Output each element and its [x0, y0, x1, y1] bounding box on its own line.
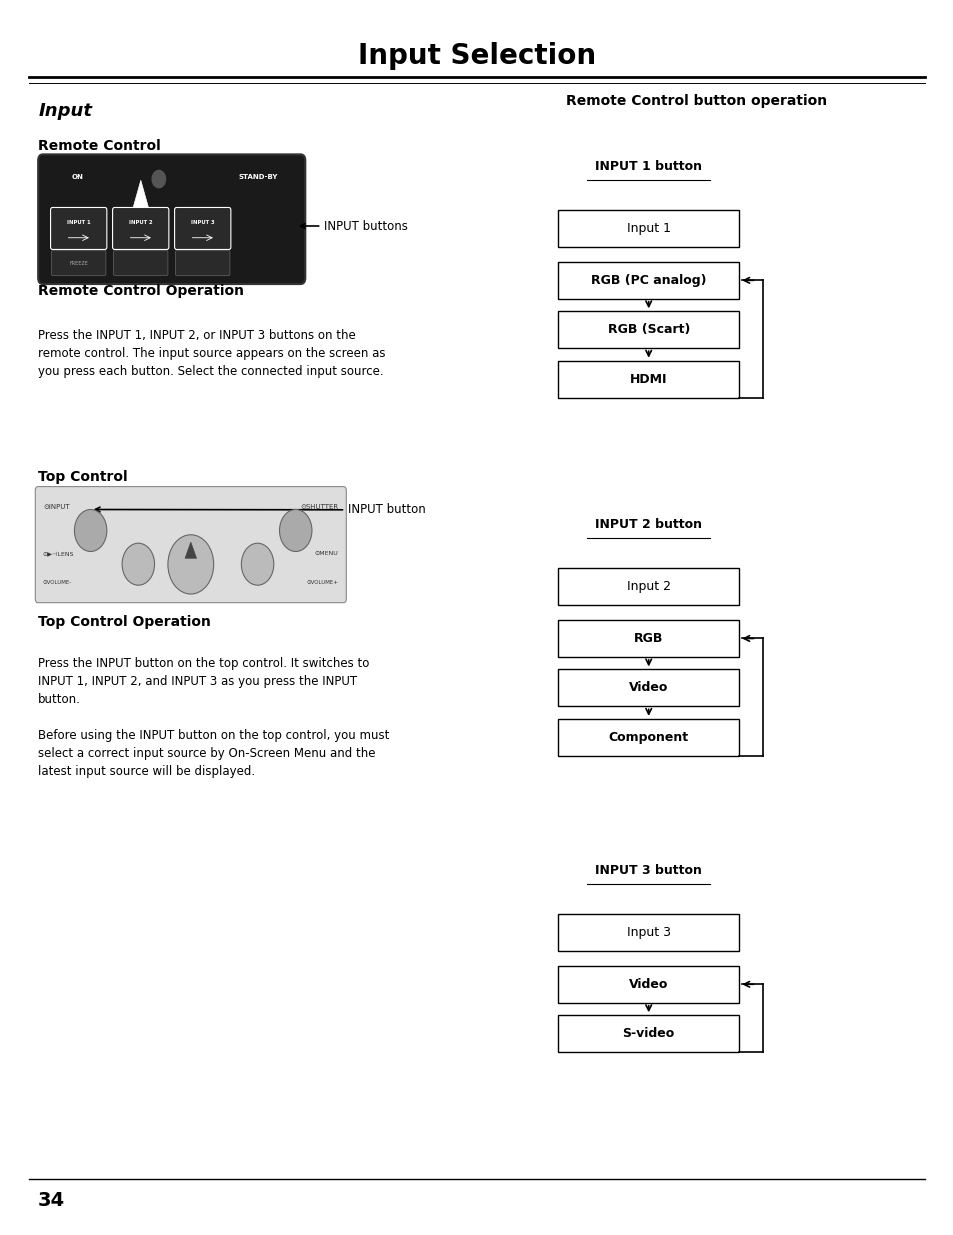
Text: STAND-BY: STAND-BY [238, 174, 277, 180]
Text: Remote Control Operation: Remote Control Operation [38, 284, 244, 299]
Text: Top Control: Top Control [38, 469, 128, 484]
Text: INPUT 2: INPUT 2 [129, 220, 152, 226]
Text: ON: ON [71, 174, 83, 180]
Text: RGB (Scart): RGB (Scart) [607, 324, 689, 336]
Text: INPUT 2 button: INPUT 2 button [595, 519, 701, 531]
Bar [558, 262, 739, 299]
Text: FREEZE: FREEZE [70, 261, 89, 266]
Text: INPUT buttons: INPUT buttons [300, 220, 408, 232]
Text: RGB (PC analog): RGB (PC analog) [590, 274, 706, 287]
Text: Top Control Operation: Top Control Operation [38, 615, 211, 630]
Text: Input Selection: Input Selection [357, 42, 596, 69]
Bar [558, 361, 739, 398]
Text: ⊙VOLUME+: ⊙VOLUME+ [306, 580, 338, 585]
Text: 34: 34 [38, 1191, 65, 1210]
Text: ⊙▶⊣LENS: ⊙▶⊣LENS [43, 551, 74, 556]
Text: Video: Video [628, 682, 668, 694]
Circle shape [152, 170, 166, 188]
Bar [558, 966, 739, 1003]
Polygon shape [133, 180, 149, 207]
Text: INPUT 3: INPUT 3 [191, 220, 214, 226]
Bar [558, 719, 739, 756]
Text: ⊙SHUTTER: ⊙SHUTTER [300, 504, 338, 510]
Text: S-video: S-video [622, 1028, 674, 1040]
Text: Input 1: Input 1 [626, 222, 670, 235]
Circle shape [241, 543, 274, 585]
Text: ⊙VOLUME-: ⊙VOLUME- [43, 580, 72, 585]
Text: RGB: RGB [634, 632, 662, 645]
FancyBboxPatch shape [51, 251, 106, 275]
Text: Remote Control: Remote Control [38, 138, 161, 153]
FancyBboxPatch shape [38, 154, 305, 284]
Text: Press the INPUT button on the top control. It switches to
INPUT 1, INPUT 2, and : Press the INPUT button on the top contro… [38, 657, 389, 778]
Text: INPUT 1 button: INPUT 1 button [595, 161, 701, 173]
Text: INPUT button: INPUT button [95, 504, 425, 516]
Bar [558, 620, 739, 657]
Text: Video: Video [628, 978, 668, 990]
Text: Component: Component [608, 731, 688, 743]
Bar [558, 210, 739, 247]
FancyBboxPatch shape [112, 207, 169, 249]
FancyBboxPatch shape [35, 487, 346, 603]
Text: ⊙INPUT: ⊙INPUT [43, 504, 70, 510]
Bar [558, 568, 739, 605]
Text: INPUT 3 button: INPUT 3 button [595, 864, 701, 877]
Bar [558, 669, 739, 706]
Text: INPUT 1: INPUT 1 [67, 220, 91, 226]
Text: ⊙MENU: ⊙MENU [314, 551, 338, 556]
Text: Input: Input [38, 103, 92, 120]
FancyBboxPatch shape [113, 251, 168, 275]
Circle shape [168, 535, 213, 594]
Bar [558, 1015, 739, 1052]
Circle shape [74, 510, 107, 552]
FancyBboxPatch shape [51, 207, 107, 249]
Text: Input 3: Input 3 [626, 926, 670, 939]
Circle shape [122, 543, 154, 585]
Text: Input 2: Input 2 [626, 580, 670, 593]
FancyBboxPatch shape [174, 207, 231, 249]
Bar [558, 311, 739, 348]
Bar [558, 914, 739, 951]
Polygon shape [185, 542, 196, 558]
Text: HDMI: HDMI [629, 373, 667, 385]
Text: Remote Control button operation: Remote Control button operation [565, 94, 826, 109]
Text: Press the INPUT 1, INPUT 2, or INPUT 3 buttons on the
remote control. The input : Press the INPUT 1, INPUT 2, or INPUT 3 b… [38, 329, 385, 378]
FancyBboxPatch shape [175, 251, 230, 275]
Circle shape [279, 510, 312, 552]
